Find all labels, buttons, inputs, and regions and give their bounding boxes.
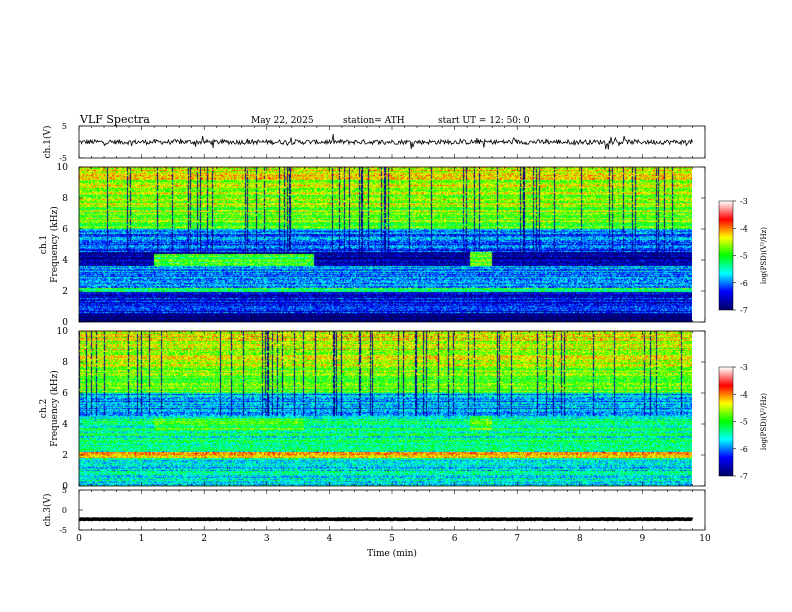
y-tick-label: -5 bbox=[59, 154, 67, 163]
colorbar-tick-label: -4 bbox=[740, 224, 748, 233]
station-label: station= ATH bbox=[343, 116, 405, 126]
y-tick-label: 2 bbox=[62, 451, 68, 461]
x-tick-label: 9 bbox=[640, 534, 646, 544]
ch1-spectrogram-panel: 10 8 6 4 2 0 ch.1 Frequency (kHz) bbox=[39, 163, 706, 328]
chart-title: VLF Spectra bbox=[79, 113, 150, 126]
x-tick-label: 5 bbox=[389, 534, 395, 544]
y-tick-label: 0 bbox=[62, 318, 68, 328]
colorbar-label: log(PSD)(V²/Hz) bbox=[760, 393, 768, 450]
ch2-colorbar-gradient-holder bbox=[719, 367, 733, 476]
y-axis-label-channel: ch.1 bbox=[39, 235, 49, 254]
y-tick-label: 8 bbox=[62, 194, 68, 204]
ch2-spectrogram-image-holder bbox=[79, 331, 692, 486]
y-axis-label-frequency: Frequency (kHz) bbox=[49, 206, 60, 283]
x-tick-label: 7 bbox=[514, 534, 520, 544]
ch2-colorbar-gradient bbox=[719, 367, 733, 476]
ch1-colorbar-gradient-holder bbox=[719, 201, 733, 310]
ch3-trace bbox=[79, 516, 694, 522]
x-tick-label: 3 bbox=[264, 534, 270, 544]
colorbar-tick-label: -7 bbox=[740, 472, 748, 481]
y-tick-label: 6 bbox=[62, 225, 68, 235]
colorbar-tick-label: -6 bbox=[740, 279, 748, 288]
ch1-spectrogram-image-holder bbox=[79, 167, 692, 322]
ch2-spectrogram-image bbox=[79, 331, 692, 486]
ch2-spectrogram-panel: 10 8 6 4 2 0 ch.2 Frequency (kHz) bbox=[39, 327, 706, 492]
y-tick-label: 6 bbox=[62, 389, 68, 399]
x-tick-label: 4 bbox=[327, 534, 333, 544]
colorbar-tick-label: -7 bbox=[740, 306, 748, 315]
colorbar-tick-label: -4 bbox=[740, 390, 748, 399]
y-tick-label: 4 bbox=[62, 256, 68, 266]
y-tick-label: -5 bbox=[59, 526, 67, 535]
x-axis-label: Time (min) bbox=[367, 548, 417, 559]
x-tick-label: 0 bbox=[76, 534, 82, 544]
ch3-waveform-panel: 0 1 2 3 4 5 6 7 8 9 10 5 0 -5 ch.3(V) bbox=[42, 486, 711, 544]
y-tick-label: 5 bbox=[62, 486, 67, 495]
x-tick-label: 2 bbox=[201, 534, 207, 544]
y-axis-label: ch.3(V) bbox=[42, 494, 53, 527]
panel-frame bbox=[78, 489, 706, 531]
colorbar-tick-label: -3 bbox=[740, 363, 748, 372]
y-tick-label: 5 bbox=[62, 122, 67, 131]
ch1-spectrogram-image bbox=[79, 167, 692, 322]
y-tick-label: 10 bbox=[57, 327, 69, 337]
colorbar-label: log(PSD)(V²/Hz) bbox=[760, 227, 768, 284]
y-axis-label-frequency: Frequency (kHz) bbox=[49, 370, 60, 447]
x-tick-label: 10 bbox=[699, 534, 711, 544]
colorbar-tick-label: -5 bbox=[740, 418, 748, 427]
y-tick-label: 4 bbox=[62, 420, 68, 430]
y-tick-label: 10 bbox=[57, 163, 69, 173]
date-label: May 22, 2025 bbox=[251, 116, 314, 126]
x-tick-label: 6 bbox=[452, 534, 458, 544]
y-tick-label: 2 bbox=[62, 287, 68, 297]
y-tick-label: 8 bbox=[62, 358, 68, 368]
y-axis-label: ch.1(V) bbox=[42, 126, 53, 159]
colorbar-tick-label: -6 bbox=[740, 445, 748, 454]
start-time-label: start UT = 12: 50: 0 bbox=[438, 116, 530, 126]
y-tick-label: 0 bbox=[62, 506, 67, 515]
ch1-trace bbox=[78, 134, 693, 150]
y-axis-label-channel: ch.2 bbox=[39, 399, 49, 418]
ch1-colorbar: -3 -4 -5 -6 -7 log(PSD)(V²/Hz) bbox=[718, 197, 768, 315]
ch1-waveform-panel: 5 -5 ch.1(V) bbox=[42, 122, 706, 163]
ch1-colorbar-gradient bbox=[719, 201, 733, 310]
colorbar-tick-label: -3 bbox=[740, 197, 748, 206]
colorbar-tick-label: -5 bbox=[740, 252, 748, 261]
ch2-colorbar: -3 -4 -5 -6 -7 log(PSD)(V²/Hz) bbox=[718, 363, 768, 481]
x-tick-label: 1 bbox=[139, 534, 145, 544]
x-tick-label: 8 bbox=[577, 534, 583, 544]
y-tick-label: 0 bbox=[62, 482, 68, 492]
